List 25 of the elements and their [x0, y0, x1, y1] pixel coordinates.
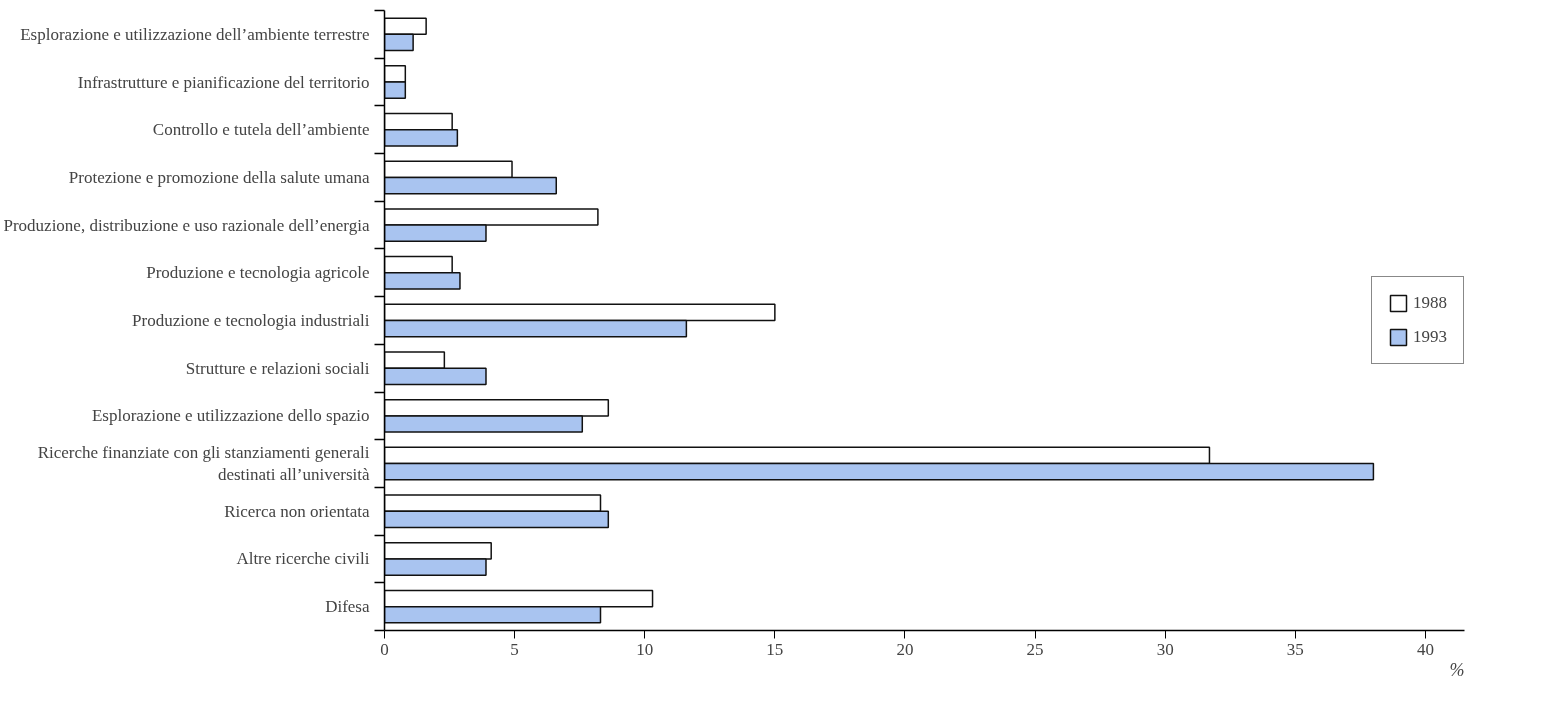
y-tick-label: Strutture e relazioni sociali [185, 358, 370, 378]
x-tick-label: 15 [766, 639, 784, 659]
x-tick-label: 30 [1156, 639, 1174, 659]
x-tick-label: 20 [896, 639, 914, 659]
y-tick-label: Esplorazione e utilizzazione dello spazio [91, 406, 370, 426]
x-tick-label: 35 [1286, 639, 1304, 659]
y-tick-label: Ricerche finanziate con gli stanziamenti generali destinati all’università [37, 442, 370, 485]
y-tick-label: Controllo e tutela dell’ambiente [152, 120, 370, 140]
y-tick-label: Infrastrutture e pianificazione del territorio [77, 72, 370, 92]
y-tick-label: Ricerca non orientata [224, 501, 370, 521]
x-tick-label: 10 [636, 639, 654, 659]
x-tick-label: 5 [510, 639, 519, 659]
y-tick-label: Produzione e tecnologia industriali [132, 311, 370, 330]
y-tick-label: Difesa [325, 597, 370, 617]
x-axis-title: % [1449, 659, 1465, 680]
x-tick-label: 25 [1026, 639, 1044, 659]
y-tick-label: Produzione e tecnologia agricole [146, 263, 370, 283]
y-tick-label: Produzione, distribuzione e uso razionale dell’energia [3, 215, 370, 235]
x-tick-label: 40 [1416, 639, 1434, 659]
y-tick-label: Altre ricerche civili [236, 549, 370, 569]
y-tick-label: Esplorazione e utilizzazione dell’ambiente terrestre [20, 24, 370, 44]
y-tick-label: Protezione e promozione della salute umana [68, 167, 370, 187]
legend-label: 1993 [1413, 327, 1447, 347]
x-tick-label: 0 [380, 639, 389, 659]
legend-label: 1988 [1413, 293, 1447, 313]
